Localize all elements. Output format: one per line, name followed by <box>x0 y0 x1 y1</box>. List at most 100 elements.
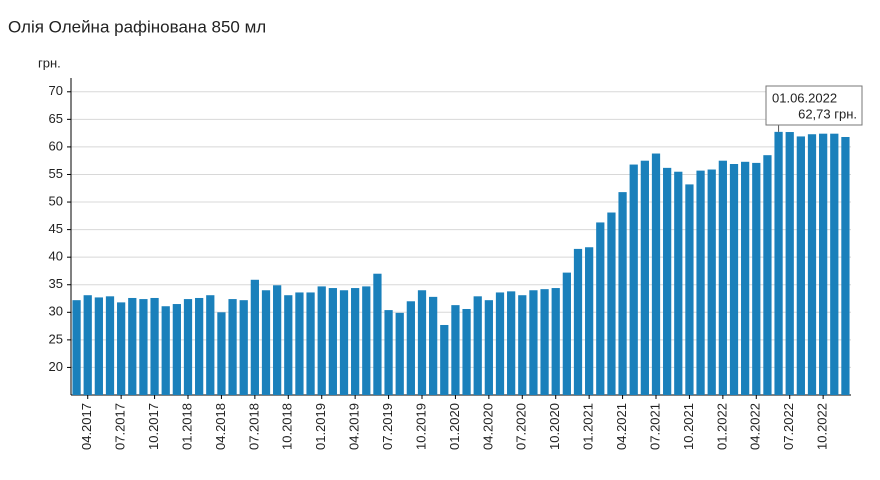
bar <box>640 160 649 395</box>
bar <box>362 286 371 395</box>
x-tick-label: 01.2021 <box>581 403 596 450</box>
bar <box>618 192 627 395</box>
y-tick-label: 40 <box>49 249 63 264</box>
bar <box>306 292 315 395</box>
bar <box>830 133 839 395</box>
bar <box>105 296 115 395</box>
bar <box>161 306 170 395</box>
x-tick-label: 04.2020 <box>480 403 495 450</box>
bar <box>573 248 583 395</box>
x-tick-label: 07.2019 <box>380 403 395 450</box>
bar <box>807 134 817 396</box>
y-tick-label: 55 <box>49 166 63 181</box>
bar <box>83 295 92 395</box>
tooltip-date: 01.06.2022 <box>772 90 837 105</box>
y-tick-label: 45 <box>49 221 63 236</box>
bar <box>250 279 259 395</box>
bar <box>819 133 828 395</box>
tooltip-box <box>765 85 863 126</box>
x-tick-label: 07.2021 <box>647 403 662 450</box>
bar <box>763 155 772 395</box>
bar <box>507 291 516 395</box>
x-tick-label: 07.2022 <box>781 403 796 450</box>
bar <box>585 247 594 395</box>
x-tick-label: 04.2022 <box>748 403 763 450</box>
bar <box>239 300 248 395</box>
y-tick-label: 70 <box>49 83 63 98</box>
bar <box>117 302 126 395</box>
x-tick-label: 10.2017 <box>146 403 161 450</box>
bar <box>629 164 638 395</box>
bar <box>295 292 304 395</box>
bar <box>562 272 571 395</box>
bar <box>674 171 683 395</box>
tooltip-value: 62,73 грн. <box>798 106 857 121</box>
x-tick-label: 04.2019 <box>347 403 362 450</box>
bar <box>729 164 739 395</box>
bar <box>128 297 137 395</box>
x-tick-label: 07.2020 <box>514 403 529 450</box>
x-tick-label: 10.2021 <box>681 403 696 450</box>
x-tick-label: 10.2020 <box>547 403 562 450</box>
bar <box>495 292 505 395</box>
bar <box>273 285 282 395</box>
y-tick-label: 50 <box>49 193 63 208</box>
chart-title: Олія Олейна рафінована 850 мл <box>8 17 266 36</box>
y-tick-label: 20 <box>49 359 63 374</box>
bar <box>284 295 293 395</box>
x-tick-label: 07.2017 <box>113 403 128 450</box>
bar <box>696 170 705 395</box>
bar <box>607 212 616 395</box>
x-tick-label: 04.2018 <box>213 403 228 450</box>
y-tick-label: 30 <box>49 304 63 319</box>
bar <box>217 312 226 395</box>
bar <box>707 169 716 395</box>
bar <box>484 300 493 395</box>
bar <box>406 301 415 395</box>
bar <box>139 299 148 395</box>
bar <box>183 299 193 395</box>
x-tick-label: 01.2019 <box>313 403 328 450</box>
bar <box>663 167 672 395</box>
x-tick-label: 01.2020 <box>447 403 462 450</box>
bar <box>651 153 661 395</box>
bar <box>785 132 794 395</box>
bar <box>261 290 271 395</box>
x-tick-label: 07.2018 <box>246 403 261 450</box>
bar <box>841 136 850 395</box>
bar <box>395 312 404 395</box>
y-tick-label: 60 <box>49 138 63 153</box>
x-tick-label: 04.2021 <box>614 403 629 450</box>
x-tick-label: 10.2018 <box>280 403 295 450</box>
bar <box>741 161 750 395</box>
bar <box>339 290 349 395</box>
bar <box>228 299 237 395</box>
bar <box>718 160 727 395</box>
y-tick-label: 25 <box>49 331 63 346</box>
bar <box>796 136 805 395</box>
bar <box>417 290 427 395</box>
y-unit: грн. <box>38 55 61 70</box>
bar <box>429 296 438 395</box>
y-tick-label: 35 <box>49 276 63 291</box>
bar <box>440 324 449 395</box>
x-tick-label: 10.2019 <box>413 403 428 450</box>
bar <box>195 297 204 395</box>
bar <box>317 286 326 395</box>
x-tick-label: 01.2018 <box>179 403 194 450</box>
bar <box>94 297 103 395</box>
bar <box>462 308 471 395</box>
bar <box>72 300 81 395</box>
bar <box>540 289 549 395</box>
bar <box>384 310 393 395</box>
bar <box>451 305 460 395</box>
bar <box>150 297 159 395</box>
y-tick-label: 65 <box>49 111 63 126</box>
bar <box>685 184 694 395</box>
bar <box>774 131 783 396</box>
bar <box>351 288 360 395</box>
bar <box>529 290 538 395</box>
bar <box>206 295 215 395</box>
bar <box>328 288 337 395</box>
